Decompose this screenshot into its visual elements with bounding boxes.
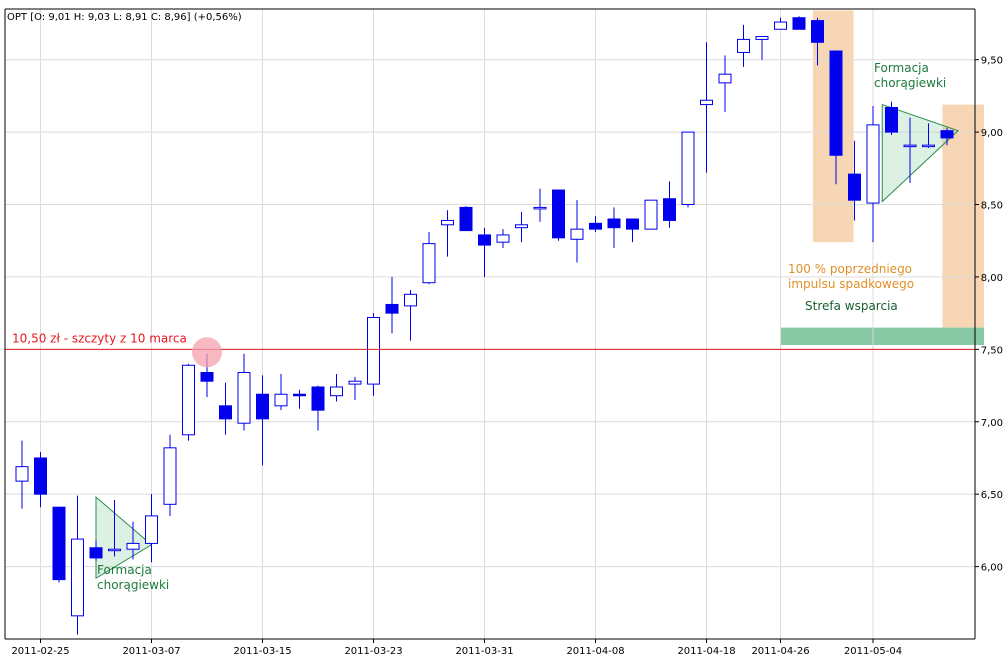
candle-body bbox=[903, 144, 917, 148]
candle-body bbox=[441, 219, 454, 226]
candle-body bbox=[15, 466, 29, 482]
candle-body bbox=[663, 198, 676, 221]
x-tick-label: 2011-03-07 bbox=[122, 646, 180, 657]
candle-body bbox=[256, 393, 269, 420]
candle-body bbox=[163, 447, 177, 505]
y-tick-label: 8,50 bbox=[981, 201, 1003, 212]
candle-body bbox=[422, 243, 436, 284]
support-line-label: 10,50 zł - szczyty z 10 marca bbox=[12, 331, 187, 345]
candle-body bbox=[404, 293, 417, 307]
candles-layer bbox=[15, 16, 954, 635]
candle-body bbox=[552, 189, 565, 239]
candle-body bbox=[848, 173, 861, 201]
candle-body bbox=[367, 316, 380, 385]
flag-label-2-line1: Formacja bbox=[874, 61, 929, 75]
candle-body bbox=[126, 542, 140, 550]
candle-body bbox=[737, 38, 750, 53]
y-tick-label: 6,50 bbox=[981, 490, 1003, 501]
candle-body bbox=[200, 372, 214, 382]
candle-body bbox=[459, 206, 473, 232]
x-tick-label: 2011-04-26 bbox=[751, 646, 809, 657]
flag-label-1-line1: Formacja bbox=[97, 563, 152, 577]
candle-body bbox=[237, 372, 251, 424]
candle-body bbox=[71, 538, 84, 617]
support-zone-label: Strefa wsparcia bbox=[805, 299, 898, 313]
candle-body bbox=[607, 218, 621, 229]
candle-body bbox=[182, 364, 195, 436]
y-tick-label: 9,50 bbox=[981, 56, 1003, 67]
candle-body bbox=[348, 380, 362, 385]
candle-body bbox=[219, 405, 232, 420]
y-tick-label: 7,00 bbox=[981, 418, 1003, 429]
marker-circle bbox=[192, 337, 222, 368]
x-tick-label: 2011-05-04 bbox=[844, 646, 902, 657]
candle-body bbox=[700, 99, 713, 106]
y-tick-label: 9,00 bbox=[981, 128, 1003, 139]
zones-layer bbox=[780, 10, 984, 345]
candle-body bbox=[311, 386, 325, 411]
candle-body bbox=[478, 234, 491, 246]
x-tick-label: 2011-03-15 bbox=[233, 646, 291, 657]
x-tick-label: 2011-04-08 bbox=[566, 646, 624, 657]
chart-header: OPT [O: 9,01 H: 9,03 L: 8,91 C: 8,96] (+… bbox=[7, 12, 242, 23]
x-tick-label: 2011-02-25 bbox=[11, 646, 69, 657]
x-tick-label: 2011-03-31 bbox=[455, 646, 513, 657]
candle-body bbox=[89, 547, 103, 559]
candle-body bbox=[718, 73, 732, 84]
candle-body bbox=[644, 199, 658, 230]
candle-body bbox=[811, 20, 824, 43]
support-zone bbox=[780, 327, 984, 345]
impulse-label-line2: impulsu spadkowego bbox=[788, 277, 914, 291]
y-tick-label: 8,00 bbox=[981, 273, 1003, 284]
candle-body bbox=[533, 206, 547, 210]
candle-body bbox=[626, 218, 639, 230]
candle-body bbox=[34, 457, 47, 495]
candle-body bbox=[885, 106, 898, 133]
x-tick-label: 2011-03-23 bbox=[344, 646, 402, 657]
impulse-label-line1: 100 % poprzedniego bbox=[788, 262, 912, 276]
candle-body bbox=[385, 303, 399, 314]
candle-body bbox=[274, 393, 288, 407]
candle-body bbox=[755, 36, 769, 40]
candle-body bbox=[792, 17, 806, 30]
y-tick-label: 6,00 bbox=[981, 563, 1003, 574]
candle-body bbox=[774, 21, 787, 30]
candle-body bbox=[52, 506, 66, 581]
axes-layer: 6,00 6,50 7,00 7,50 8,00 8,50 9,00 9,50 2011-02-… bbox=[4, 8, 1003, 657]
flag-label-2-line2: chorągiewki bbox=[874, 76, 946, 90]
candle-body bbox=[829, 50, 843, 156]
candle-body bbox=[866, 124, 880, 204]
impulse-zone-2 bbox=[942, 104, 984, 328]
overlays-layer: 10,50 zł - szczyty z 10 marcaFormacjacho… bbox=[5, 61, 975, 592]
candle-body bbox=[330, 386, 343, 397]
flags-layer bbox=[95, 103, 960, 580]
candle-body bbox=[108, 548, 121, 552]
candle-body bbox=[922, 144, 935, 148]
flag-pattern bbox=[881, 103, 960, 203]
flag-label-1-line2: chorągiewki bbox=[97, 578, 169, 592]
candle-body bbox=[515, 224, 528, 229]
candle-body bbox=[293, 393, 306, 397]
x-tick-label: 2011-04-18 bbox=[677, 646, 735, 657]
flag-pattern bbox=[95, 495, 153, 580]
candle-body bbox=[940, 130, 954, 139]
candle-body bbox=[496, 234, 510, 243]
y-tick-label: 7,50 bbox=[981, 345, 1003, 356]
candle-body bbox=[570, 228, 584, 240]
candle-body bbox=[681, 131, 695, 206]
candle-body bbox=[589, 222, 602, 230]
candle-body bbox=[145, 515, 158, 544]
